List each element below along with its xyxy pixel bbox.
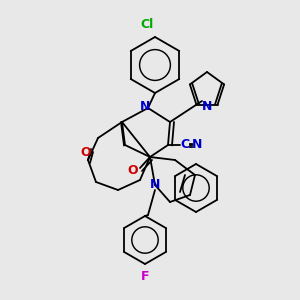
Text: Cl: Cl bbox=[140, 18, 154, 31]
Text: F: F bbox=[141, 270, 149, 283]
FancyBboxPatch shape bbox=[5, 5, 295, 295]
Text: N: N bbox=[202, 100, 212, 112]
Text: O: O bbox=[81, 146, 91, 158]
Text: O: O bbox=[128, 164, 138, 176]
Text: N: N bbox=[150, 178, 160, 191]
Text: N: N bbox=[192, 139, 202, 152]
Text: C: C bbox=[180, 139, 190, 152]
Text: N: N bbox=[140, 100, 150, 112]
